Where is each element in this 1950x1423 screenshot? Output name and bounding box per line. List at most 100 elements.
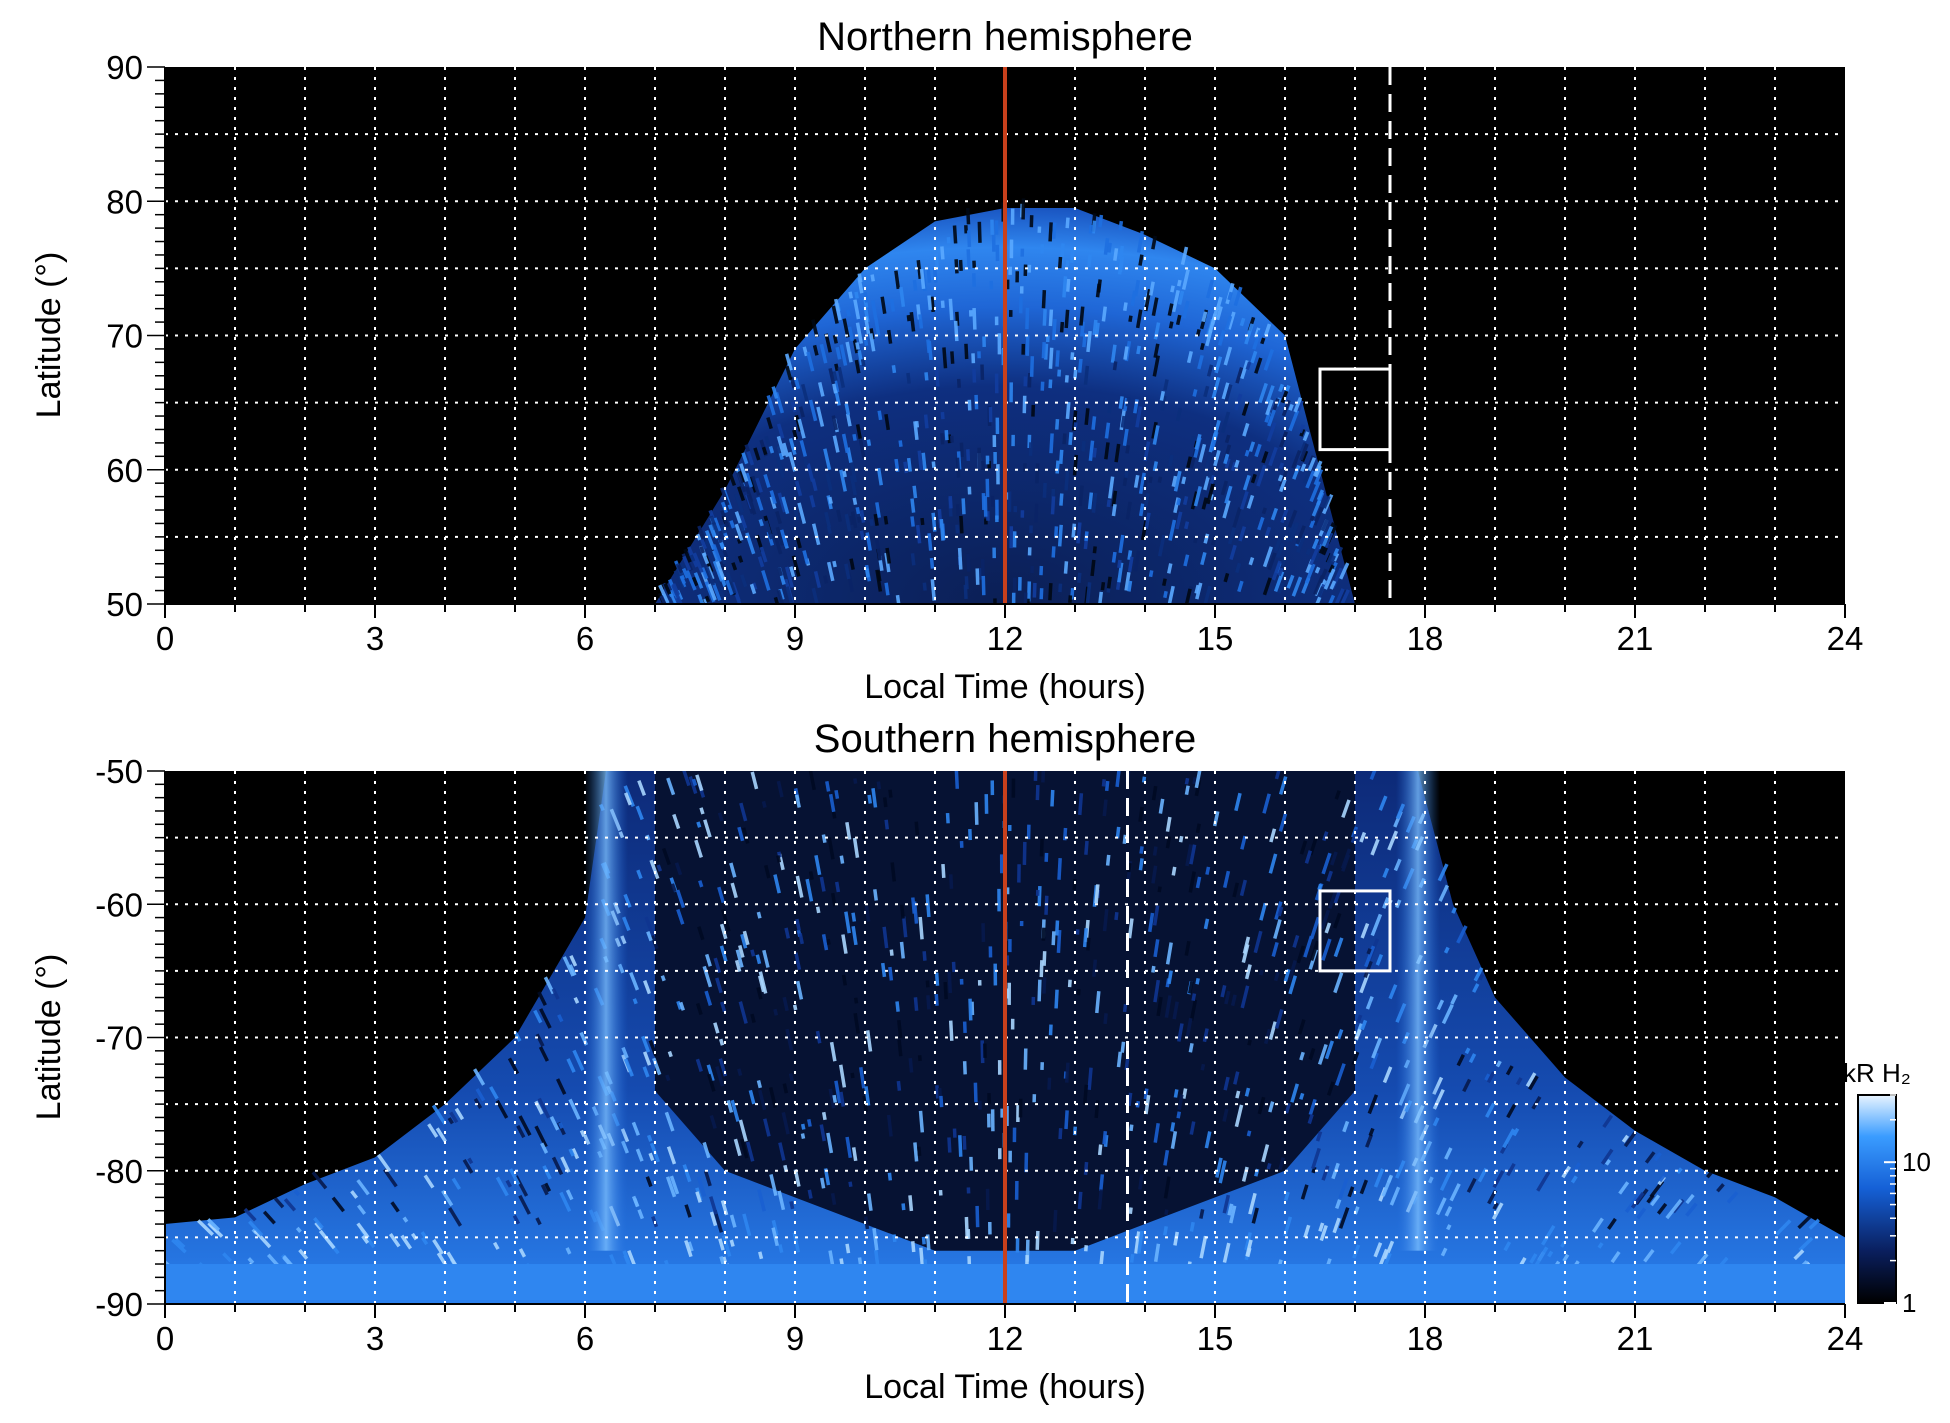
south-speckle [273,1197,285,1209]
north-speckle [1108,476,1115,499]
south-speckle [1023,1048,1028,1070]
north-speckle [1333,588,1345,604]
north-speckle [803,458,809,466]
north-speckle [775,457,786,479]
south-speckle [648,1152,655,1162]
north-speckle [1035,463,1040,484]
north-speckle [685,569,697,591]
south-speckle [1570,1175,1578,1184]
north-speckle [1135,309,1143,329]
south-speckle [962,1061,967,1075]
south-speckle [1568,1162,1581,1180]
north-x-tick-label: 24 [1827,620,1864,657]
south-speckle [819,1124,827,1142]
north-speckle [1125,501,1132,520]
north-speckle [1261,507,1268,515]
south-speckle [1304,850,1313,864]
south-speckle [1195,876,1202,889]
south-title: Southern hemisphere [814,717,1196,761]
north-speckle [940,433,945,445]
north-speckle [715,561,726,580]
north-speckle [709,515,716,526]
south-speckle [1097,1189,1103,1210]
north-speckle [775,526,785,546]
north-speckle [1281,431,1288,441]
south-speckle [741,827,750,844]
north-speckle [1203,585,1212,604]
south-speckle [449,1111,459,1124]
north-speckle [906,457,913,472]
south-speckle [537,1097,551,1119]
south-speckle [776,780,784,798]
north-speckle [1020,248,1025,257]
south-speckle [1262,793,1271,814]
north-speckle [1223,572,1230,583]
colorbar-label: kR H₂ [1843,1058,1911,1088]
south-speckle [1321,938,1332,961]
south-speckle [1456,925,1468,944]
south-bright-arc [584,771,628,1251]
north-speckle [1118,534,1125,554]
north-speckle [1123,302,1128,311]
north-speckle [917,450,924,471]
north-speckle [1057,524,1063,547]
north-speckle [1104,422,1111,439]
north-speckle [1143,492,1150,508]
south-speckle [1277,906,1284,917]
south-speckle [1007,982,1011,1005]
south-speckle [569,954,578,967]
north-speckle [1063,561,1069,574]
north-speckle [831,305,839,324]
north-speckle [898,440,903,447]
south-speckle [962,1021,967,1034]
south-speckle [757,1189,766,1212]
south-speckle [888,789,893,798]
north-speckle [1118,245,1125,260]
south-speckle [1116,1051,1123,1068]
south-speckle [542,1165,552,1180]
south-speckle [1188,981,1194,994]
south-speckle [899,904,905,919]
north-speckle [1171,475,1178,487]
south-speckle [1440,1247,1448,1257]
north-speckle [1313,506,1324,526]
south-speckle [1247,1039,1252,1046]
north-speckle [926,339,931,353]
north-speckle [845,341,853,363]
south-speckle [886,1114,893,1137]
north-speckle [1091,416,1097,430]
south-speckle [941,863,946,878]
north-speckle [1062,276,1068,298]
south-speckle [1233,1071,1240,1085]
south-axes: 0 3 6 9 12 15 18 21 24 -90 -80 -70 -60 -50 [95,753,1863,1357]
north-speckle [704,595,711,603]
south-speckle [832,1094,838,1103]
south-speckle [740,933,748,949]
south-speckle [684,1204,692,1218]
south-speckle [735,949,744,968]
south-speckle [951,961,956,973]
north-speckle [1265,399,1274,416]
south-speckle [1033,771,1038,782]
south-speckle [892,1234,897,1243]
south-speckle [742,930,750,946]
south-speckle [1259,969,1264,976]
north-speckle [1206,483,1215,505]
south-speckle [983,1043,987,1058]
north-speckle [1118,396,1124,409]
north-speckle [841,433,850,454]
north-speckle [788,437,797,456]
south-speckle [318,1229,336,1250]
south-speckle [1195,978,1200,985]
north-speckle [1309,480,1321,503]
south-speckle [1382,867,1390,878]
south-speckle [1341,854,1351,872]
north-speckle [1012,531,1017,548]
north-speckle [1293,396,1303,413]
south-speckle [1082,928,1088,948]
north-speckle [1277,582,1285,595]
south-speckle [718,1238,725,1251]
north-speckle [1274,538,1282,552]
south-y-tick-label: -70 [95,1020,143,1057]
north-speckle [1227,525,1237,545]
